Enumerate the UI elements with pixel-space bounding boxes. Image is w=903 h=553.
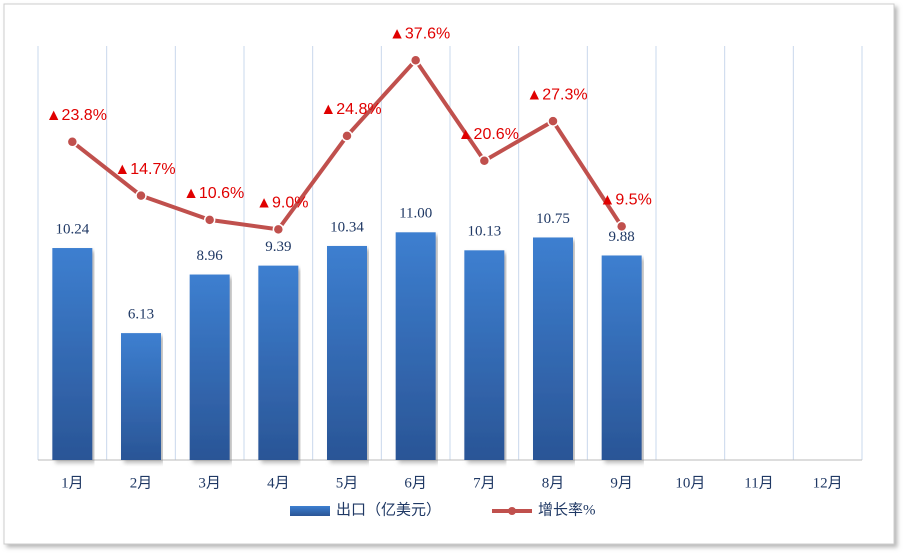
bar (327, 245, 367, 460)
bar (189, 274, 230, 460)
line-point (203, 214, 216, 226)
x-tick-label: 1月 (61, 475, 84, 491)
x-tick-label: 6月 (404, 475, 427, 491)
line-point (547, 115, 559, 127)
line-point (341, 130, 353, 142)
x-tick-label: 3月 (198, 475, 221, 491)
bar (533, 237, 573, 460)
bar-label: 10.13 (467, 224, 501, 240)
bar-label: 8.96 (197, 248, 224, 264)
line-point (135, 189, 147, 202)
x-tick-label: 10月 (675, 475, 705, 491)
line-point (66, 136, 79, 148)
line-label: ▲20.6% (458, 126, 519, 143)
bar-label: 9.39 (265, 239, 291, 255)
bar (52, 248, 93, 460)
line-label: ▲9.5% (600, 192, 652, 209)
x-tick-label: 11月 (744, 475, 773, 491)
line-point (272, 223, 285, 236)
frame (3, 3, 895, 545)
bar (258, 265, 299, 460)
bar (395, 232, 436, 460)
bar-label: 6.13 (128, 307, 154, 323)
legend-swatch (508, 507, 516, 515)
line-label: ▲27.3% (526, 86, 587, 103)
bar-label: 10.75 (536, 211, 570, 227)
bar-label: 9.88 (609, 229, 635, 245)
bar (464, 250, 505, 460)
legend-swatch (290, 506, 330, 516)
x-tick-label: 9月 (610, 475, 633, 491)
x-tick-label: 8月 (542, 475, 565, 491)
bar-label: 10.24 (55, 221, 89, 237)
bar-label: 11.00 (399, 206, 432, 222)
line-point (478, 154, 491, 167)
line-label: ▲10.6% (183, 185, 244, 202)
x-tick-label: 12月 (813, 475, 843, 491)
x-tick-label: 2月 (130, 475, 153, 491)
line-label: ▲14.7% (114, 161, 175, 178)
bar (601, 255, 642, 460)
line-label: ▲23.8% (46, 107, 107, 124)
bar-label: 10.34 (330, 219, 364, 235)
line-label: ▲24.8% (320, 101, 381, 118)
x-tick-label: 5月 (336, 475, 359, 491)
line-label: ▲9.0% (256, 195, 308, 212)
line-point (615, 220, 628, 233)
x-tick-label: 7月 (473, 475, 496, 491)
bar (121, 333, 161, 460)
x-tick-label: 4月 (267, 475, 290, 491)
legend-label: 出口（亿美元） (336, 501, 441, 518)
legend-label: 增长率% (538, 501, 596, 518)
line-point (409, 54, 422, 66)
line-label: ▲37.6% (389, 25, 450, 42)
